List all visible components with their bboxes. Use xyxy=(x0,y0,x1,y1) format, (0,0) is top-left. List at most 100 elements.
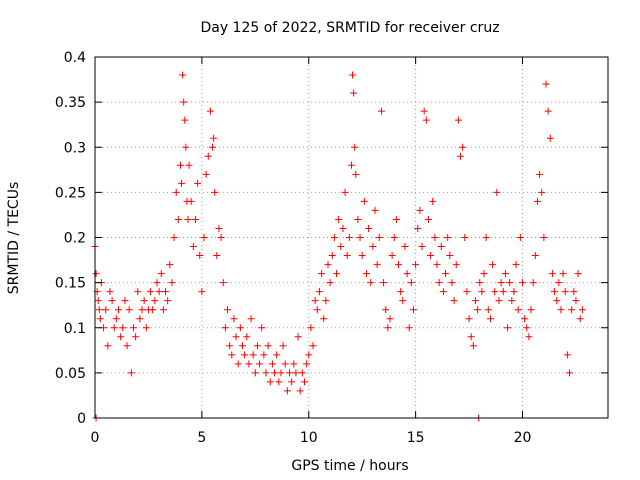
data-point xyxy=(298,369,306,377)
data-point xyxy=(249,351,257,359)
data-point xyxy=(514,306,522,314)
x-tick-label: 0 xyxy=(91,430,100,446)
data-point xyxy=(221,324,229,332)
data-point xyxy=(561,288,569,296)
x-tick-label: 5 xyxy=(197,430,206,446)
y-tick-label: 0.15 xyxy=(55,276,86,292)
data-point xyxy=(345,234,353,241)
data-point xyxy=(337,243,345,251)
data-point xyxy=(172,188,180,196)
data-point xyxy=(230,315,238,323)
data-point xyxy=(352,170,360,178)
data-point xyxy=(164,297,172,305)
data-point xyxy=(159,306,167,314)
data-point xyxy=(264,342,272,350)
y-tick-label: 0.4 xyxy=(64,50,86,66)
data-point xyxy=(121,297,129,305)
data-point xyxy=(238,342,246,350)
data-point xyxy=(328,252,336,260)
data-point xyxy=(563,351,571,359)
data-point xyxy=(570,288,578,296)
data-point xyxy=(499,288,507,296)
data-point xyxy=(493,188,501,196)
data-point xyxy=(168,279,176,287)
data-point xyxy=(140,297,148,305)
data-point xyxy=(236,324,244,332)
data-point xyxy=(356,234,364,241)
data-point xyxy=(508,297,516,305)
data-point xyxy=(286,369,294,377)
data-point xyxy=(538,188,546,196)
data-point xyxy=(253,342,261,350)
data-point xyxy=(559,270,567,278)
data-point xyxy=(162,288,170,296)
data-point xyxy=(365,224,373,232)
data-point xyxy=(373,261,381,269)
data-point xyxy=(296,387,304,395)
data-point xyxy=(555,279,563,287)
data-point xyxy=(215,224,223,232)
data-point xyxy=(354,215,362,223)
data-point xyxy=(412,261,420,269)
y-tick-label: 0.25 xyxy=(55,185,86,201)
data-point xyxy=(330,234,338,241)
data-point xyxy=(127,369,135,377)
data-point xyxy=(542,80,550,88)
data-point xyxy=(506,279,514,287)
data-point xyxy=(180,98,188,106)
data-point xyxy=(343,252,351,260)
data-point xyxy=(416,206,424,214)
data-point xyxy=(211,188,219,196)
data-point xyxy=(341,188,349,196)
data-point xyxy=(362,270,370,278)
data-point xyxy=(309,342,317,350)
data-point xyxy=(422,116,430,124)
data-point xyxy=(469,342,477,350)
data-point xyxy=(315,288,323,296)
data-point xyxy=(521,315,529,323)
y-tick-label: 0.35 xyxy=(55,95,86,111)
data-point xyxy=(204,152,212,160)
axis-ticks xyxy=(94,56,608,419)
data-point xyxy=(504,324,512,332)
data-point xyxy=(467,333,475,341)
data-point xyxy=(256,360,264,368)
data-point xyxy=(283,387,291,395)
data-point xyxy=(178,179,186,187)
data-point xyxy=(189,243,197,251)
data-point xyxy=(397,288,405,296)
data-point xyxy=(380,279,388,287)
data-points xyxy=(91,71,586,422)
data-point xyxy=(187,197,195,205)
data-point xyxy=(112,315,120,323)
data-point xyxy=(448,279,456,287)
data-point xyxy=(482,234,490,241)
data-point xyxy=(429,197,437,205)
data-point xyxy=(523,324,531,332)
data-point xyxy=(427,252,435,260)
data-point xyxy=(125,306,133,314)
data-point xyxy=(437,243,445,251)
data-point xyxy=(95,306,103,314)
data-point xyxy=(568,306,576,314)
data-point xyxy=(351,143,359,151)
data-point xyxy=(305,351,313,359)
data-point xyxy=(184,215,192,223)
data-point xyxy=(102,306,110,314)
data-point xyxy=(290,360,298,368)
data-point xyxy=(536,170,544,178)
data-point xyxy=(232,333,240,341)
data-point xyxy=(452,261,460,269)
data-point xyxy=(446,252,454,260)
data-point xyxy=(266,378,274,386)
data-point xyxy=(92,270,100,278)
data-point xyxy=(546,134,554,142)
data-point xyxy=(166,261,174,269)
data-point xyxy=(138,306,146,314)
data-point xyxy=(194,179,202,187)
data-point xyxy=(369,243,377,251)
data-point xyxy=(241,351,249,359)
data-point xyxy=(531,252,539,260)
data-point xyxy=(191,215,199,223)
data-point xyxy=(247,315,255,323)
